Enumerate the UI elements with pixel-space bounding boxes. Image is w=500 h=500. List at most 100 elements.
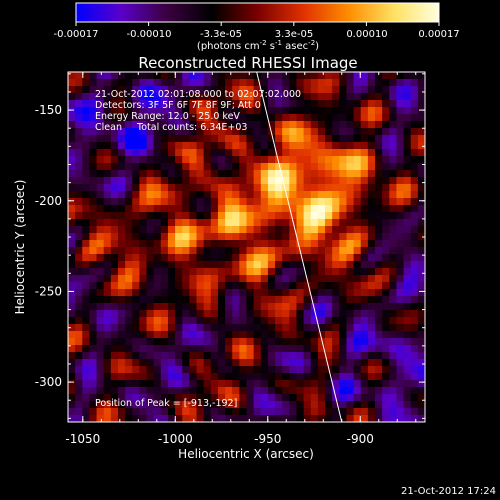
heatmap-cell <box>239 240 248 248</box>
heatmap-cell <box>160 100 169 108</box>
heatmap-cell <box>175 380 183 388</box>
heatmap-cell <box>68 331 76 339</box>
heatmap-cell <box>396 415 405 422</box>
heatmap-cell <box>382 394 390 402</box>
heatmap-cell <box>103 79 112 87</box>
heatmap-cell <box>196 100 205 108</box>
heatmap-cell <box>403 401 412 409</box>
heatmap-cell <box>382 289 390 297</box>
heatmap-cell <box>303 121 312 129</box>
heatmap-cell <box>382 268 390 276</box>
heatmap-cell <box>325 170 333 178</box>
heatmap-cell <box>68 191 76 199</box>
heatmap-cell <box>160 380 169 388</box>
heatmap-cell <box>353 226 362 234</box>
heatmap-cell <box>310 359 319 367</box>
heatmap-cell <box>325 184 333 192</box>
heatmap-cell <box>110 289 119 297</box>
heatmap-cell <box>417 247 425 255</box>
heatmap-cell <box>82 219 91 227</box>
heatmap-cell <box>325 107 333 115</box>
heatmap-cell <box>396 226 405 234</box>
heatmap-cell <box>296 310 305 318</box>
heatmap-cell <box>275 198 283 206</box>
heatmap-cell <box>89 163 98 171</box>
heatmap-cell <box>232 107 240 115</box>
heatmap-cell <box>217 240 226 248</box>
heatmap-cell <box>182 121 190 129</box>
heatmap-cell <box>75 296 83 304</box>
heatmap-cell <box>96 247 105 255</box>
heatmap-cell <box>167 184 176 192</box>
heatmap-cell <box>267 226 276 234</box>
heatmap-cell <box>410 156 419 164</box>
heatmap-cell <box>132 114 140 122</box>
heatmap-cell <box>68 408 76 416</box>
heatmap-cell <box>325 317 333 325</box>
heatmap-cell <box>325 156 333 164</box>
heatmap-cell <box>296 128 305 136</box>
heatmap-cell <box>375 331 383 339</box>
heatmap-cell <box>175 163 183 171</box>
heatmap-cell <box>139 170 148 178</box>
heatmap-cell <box>153 352 162 360</box>
heatmap-cell <box>253 149 262 157</box>
heatmap-cell <box>175 233 183 241</box>
heatmap-cell <box>353 149 362 157</box>
heatmap-cell <box>325 387 333 395</box>
heatmap-cell <box>275 226 283 234</box>
heatmap-cell <box>389 93 398 101</box>
heatmap-cell <box>332 226 340 234</box>
heatmap-cell <box>275 373 283 381</box>
heatmap-cell <box>153 345 162 353</box>
heatmap-cell <box>346 170 355 178</box>
heatmap-cell <box>389 359 398 367</box>
heatmap-cell <box>203 226 212 234</box>
heatmap-cell <box>182 93 190 101</box>
heatmap-cell <box>410 128 419 136</box>
heatmap-cell <box>96 345 105 353</box>
heatmap-cell <box>167 401 176 409</box>
heatmap-cell <box>82 128 91 136</box>
heatmap-cell <box>389 310 398 318</box>
heatmap-cell <box>167 135 176 143</box>
heatmap-cell <box>246 198 255 206</box>
heatmap-cell <box>367 86 376 94</box>
heatmap-cell <box>75 212 83 220</box>
heatmap-cell <box>246 394 255 402</box>
heatmap-cell <box>68 268 76 276</box>
heatmap-cell <box>303 380 312 388</box>
heatmap-cell <box>125 380 133 388</box>
heatmap-cell <box>282 268 290 276</box>
heatmap-cell <box>232 79 240 87</box>
heatmap-cell <box>296 338 305 346</box>
heatmap-cell <box>410 226 419 234</box>
heatmap-cell <box>225 79 233 87</box>
heatmap-cell <box>303 401 312 409</box>
heatmap-cell <box>403 324 412 332</box>
heatmap-cell <box>317 149 326 157</box>
heatmap-cell <box>382 359 390 367</box>
heatmap-cell <box>132 142 140 150</box>
heatmap-cell <box>68 359 76 367</box>
heatmap-cell <box>82 107 91 115</box>
heatmap-cell <box>353 408 362 416</box>
heatmap-cell <box>325 142 333 150</box>
heatmap-cell <box>182 72 190 80</box>
heatmap-cell <box>253 107 262 115</box>
heatmap-cell <box>225 387 233 395</box>
heatmap-cell <box>417 415 425 422</box>
heatmap-cell <box>367 373 376 381</box>
heatmap-cell <box>160 401 169 409</box>
heatmap-cell <box>225 345 233 353</box>
heatmap-cell <box>89 296 98 304</box>
heatmap-cell <box>396 142 405 150</box>
heatmap-cell <box>125 415 133 422</box>
heatmap-cell <box>332 114 340 122</box>
heatmap-cell <box>232 177 240 185</box>
heatmap-cell <box>225 247 233 255</box>
heatmap-cell <box>367 275 376 283</box>
heatmap-cell <box>346 415 355 422</box>
heatmap-cell <box>189 408 198 416</box>
heatmap-cell <box>389 107 398 115</box>
